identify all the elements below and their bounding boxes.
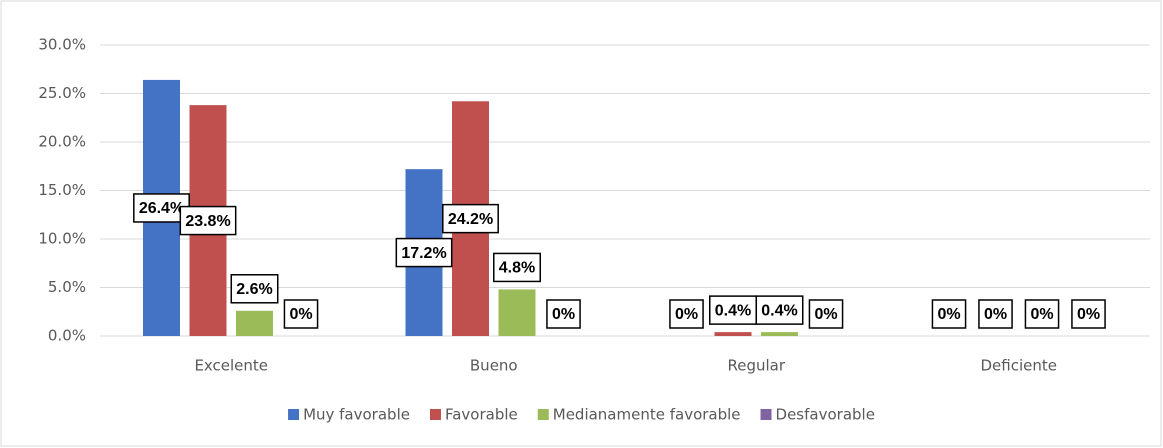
data-label-box xyxy=(1024,299,1060,329)
data-label-box xyxy=(669,299,704,329)
data-label-box xyxy=(442,203,499,234)
data-label: 4.8% xyxy=(493,252,541,283)
legend-label: Desfavorable xyxy=(776,406,875,424)
data-label-box xyxy=(1071,299,1106,329)
data-label-box xyxy=(395,237,453,268)
legend-label: Favorable xyxy=(445,406,518,424)
data-label-text: 0.4% xyxy=(761,302,797,319)
data-label-box xyxy=(931,299,967,329)
y-tick-label: 0.0% xyxy=(48,327,86,345)
data-label-text: 0% xyxy=(814,306,837,323)
data-label-box xyxy=(709,295,757,325)
data-label: 2.6% xyxy=(230,274,279,304)
data-label-text: 0% xyxy=(552,306,575,323)
data-label-text: 2.6% xyxy=(236,281,272,298)
data-label-text: 4.8% xyxy=(499,260,535,277)
legend-label: Muy favorable xyxy=(303,406,410,424)
data-label-text: 0% xyxy=(937,306,960,323)
data-label-box xyxy=(230,274,279,304)
data-label-box xyxy=(978,299,1013,329)
data-label: 0.4% xyxy=(709,295,757,325)
data-label: 0% xyxy=(1071,299,1106,329)
data-label-text: 24.2% xyxy=(448,211,493,228)
data-label-text: 17.2% xyxy=(401,245,446,262)
legend-swatch xyxy=(537,409,549,420)
data-label-box xyxy=(546,299,581,329)
data-label: 23.8% xyxy=(179,205,237,236)
data-label-box xyxy=(808,299,844,329)
data-label-box xyxy=(493,252,541,283)
y-tick-label: 5.0% xyxy=(48,278,86,296)
data-label: 0% xyxy=(931,299,967,329)
data-label-box xyxy=(755,295,804,325)
legend-swatch xyxy=(288,409,300,420)
data-label: 0% xyxy=(808,299,844,329)
bar xyxy=(236,310,273,336)
data-label: 24.2% xyxy=(442,203,499,234)
y-tick-label: 10.0% xyxy=(38,230,86,248)
data-label-text: 0% xyxy=(289,306,312,323)
data-label-text: 0% xyxy=(675,306,698,323)
legend-swatch xyxy=(760,409,772,420)
data-label-text: 0% xyxy=(1077,306,1100,323)
data-label-text: 0.4% xyxy=(715,302,751,319)
y-tick-label: 20.0% xyxy=(38,133,86,151)
legend-swatch xyxy=(429,409,441,420)
data-label: 0% xyxy=(978,299,1013,329)
data-label: 0% xyxy=(1024,299,1060,329)
data-label-text: 23.8% xyxy=(185,213,230,230)
y-tick-label: 15.0% xyxy=(38,181,86,199)
data-label-text: 26.4% xyxy=(139,200,184,217)
x-tick-label: Regular xyxy=(727,357,785,375)
y-tick-label: 30.0% xyxy=(38,36,86,54)
x-tick-label: Excelente xyxy=(194,357,268,375)
data-label-box xyxy=(179,205,237,236)
data-label: 17.2% xyxy=(395,237,453,268)
bar xyxy=(498,289,536,336)
legend: Muy favorable Favorable Medianamente favor… xyxy=(288,406,875,424)
data-label: 0% xyxy=(546,299,581,329)
data-label-box xyxy=(283,299,319,329)
x-tick-label: Bueno xyxy=(470,357,518,375)
data-label-text: 0% xyxy=(1030,306,1053,323)
data-label: 0% xyxy=(669,299,704,329)
bar xyxy=(761,332,798,336)
data-label: 0% xyxy=(283,299,319,329)
data-label-text: 0% xyxy=(984,306,1007,323)
bar xyxy=(714,332,752,336)
legend-label: Medianamente favorable xyxy=(553,406,741,424)
y-tick-label: 25.0% xyxy=(38,84,86,102)
data-label: 0.4% xyxy=(755,295,804,325)
x-tick-label: Deficiente xyxy=(981,357,1058,375)
